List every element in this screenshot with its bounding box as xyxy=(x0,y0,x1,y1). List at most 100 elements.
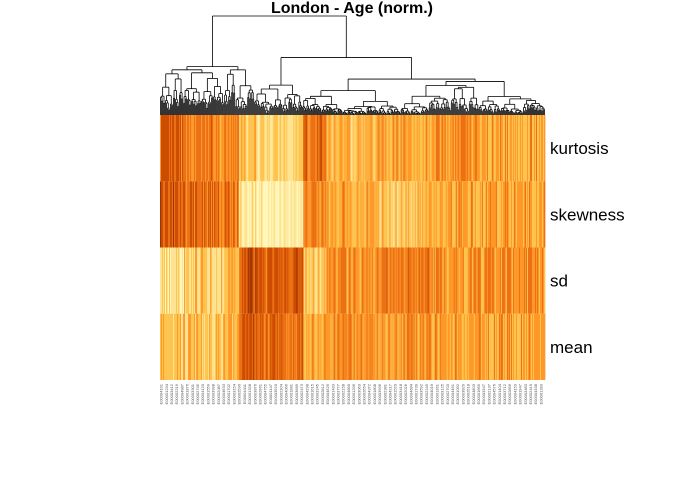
heatmap-cell xyxy=(477,247,480,314)
heatmap-cell xyxy=(244,247,246,314)
heatmap-cell xyxy=(276,115,278,182)
heatmap-cell xyxy=(426,313,429,380)
heatmap-cell xyxy=(250,313,252,380)
heatmap-cell xyxy=(300,181,302,248)
column-dendrogram xyxy=(160,15,545,115)
heatmap-cell xyxy=(452,313,455,380)
heatmap-cell xyxy=(350,181,352,248)
heatmap-cell xyxy=(359,247,361,314)
heatmap-cell xyxy=(246,115,248,182)
heatmap-cell xyxy=(268,181,270,248)
heatmap-cell xyxy=(456,181,459,248)
heatmap-cell xyxy=(255,181,257,248)
heatmap-cell xyxy=(503,313,506,380)
heatmap-cell xyxy=(416,247,419,314)
heatmap-cell xyxy=(218,313,220,380)
heatmap-cell xyxy=(309,247,311,314)
heatmap-cell xyxy=(527,313,530,380)
heatmap-cell xyxy=(344,181,346,248)
heatmap-cell xyxy=(243,247,245,314)
heatmap-cell xyxy=(496,181,499,248)
heatmap-cell xyxy=(371,181,373,248)
heatmap-cell xyxy=(260,313,262,380)
heatmap-cell xyxy=(200,181,202,248)
heatmap-cell xyxy=(235,115,237,182)
heatmap-cell xyxy=(187,181,189,248)
heatmap-cell xyxy=(236,247,238,314)
heatmap-cell xyxy=(463,247,466,314)
heatmap-cell xyxy=(315,181,317,248)
heatmap-cell xyxy=(474,247,477,314)
heatmap-cell xyxy=(170,247,172,314)
heatmap-cell xyxy=(414,247,417,314)
heatmap-cell xyxy=(336,313,338,380)
heatmap-cell xyxy=(308,313,310,380)
heatmap-cell xyxy=(481,313,484,380)
heatmap-cell xyxy=(230,247,232,314)
heatmap-cell xyxy=(208,247,210,314)
heatmap-cell xyxy=(387,247,389,314)
heatmap-cell xyxy=(543,247,546,314)
column-label: E00004576 xyxy=(492,383,497,404)
heatmap-cell xyxy=(516,313,519,380)
heatmap-cell xyxy=(383,313,385,380)
heatmap-cell xyxy=(237,247,239,314)
heatmap-cell xyxy=(461,181,464,248)
heatmap-cell xyxy=(254,181,256,248)
heatmap-cell xyxy=(214,181,216,248)
heatmap-cell xyxy=(455,115,458,182)
column-label: E00002896 xyxy=(507,383,512,404)
heatmap-cell xyxy=(458,313,461,380)
heatmap-cell xyxy=(460,247,463,314)
heatmap-cell xyxy=(438,181,441,248)
heatmap-cell xyxy=(542,247,545,314)
heatmap-cell xyxy=(257,181,259,248)
heatmap-cell xyxy=(454,247,457,314)
heatmap-cell xyxy=(211,181,213,248)
heatmap-cell xyxy=(172,247,174,314)
heatmap-cell xyxy=(377,115,379,182)
heatmap-cell xyxy=(325,181,327,248)
heatmap-cell xyxy=(401,115,403,182)
heatmap-cell xyxy=(337,247,339,314)
heatmap-cell xyxy=(337,313,339,380)
heatmap-cell xyxy=(306,313,308,380)
heatmap-cell xyxy=(399,181,401,248)
heatmap-cell xyxy=(340,313,342,380)
heatmap-cell xyxy=(243,181,245,248)
heatmap-cell xyxy=(205,313,207,380)
heatmap-cell xyxy=(435,313,438,380)
heatmap-cell xyxy=(263,115,265,182)
heatmap-cell xyxy=(436,115,439,182)
heatmap-cell xyxy=(540,115,543,182)
heatmap-cell xyxy=(357,247,359,314)
heatmap-cell xyxy=(319,181,321,248)
heatmap-cell xyxy=(533,313,536,380)
heatmap-cell xyxy=(523,115,526,182)
heatmap-cell xyxy=(382,313,384,380)
heatmap-cell xyxy=(493,181,496,248)
heatmap-grid xyxy=(160,115,546,380)
heatmap-cell xyxy=(255,115,257,182)
heatmap-cell xyxy=(200,313,202,380)
heatmap-cell xyxy=(434,313,437,380)
heatmap-cell xyxy=(394,313,396,380)
heatmap-cell xyxy=(410,181,413,248)
heatmap-cell xyxy=(440,181,443,248)
heatmap-cell xyxy=(283,247,285,314)
heatmap-cell xyxy=(292,181,294,248)
heatmap-cell xyxy=(365,247,367,314)
heatmap-cell xyxy=(427,181,430,248)
column-label: E00001702 xyxy=(226,383,231,404)
heatmap-cell xyxy=(354,313,356,380)
heatmap-cell xyxy=(506,115,509,182)
heatmap-cell xyxy=(200,247,202,314)
heatmap-cell xyxy=(289,115,291,182)
heatmap-cell xyxy=(349,247,351,314)
heatmap-cell xyxy=(376,181,378,248)
column-label: E00001739 xyxy=(414,383,419,404)
heatmap-cell xyxy=(322,247,324,314)
heatmap-cell xyxy=(308,181,310,248)
heatmap-cell xyxy=(523,181,526,248)
heatmap-cell xyxy=(332,115,334,182)
